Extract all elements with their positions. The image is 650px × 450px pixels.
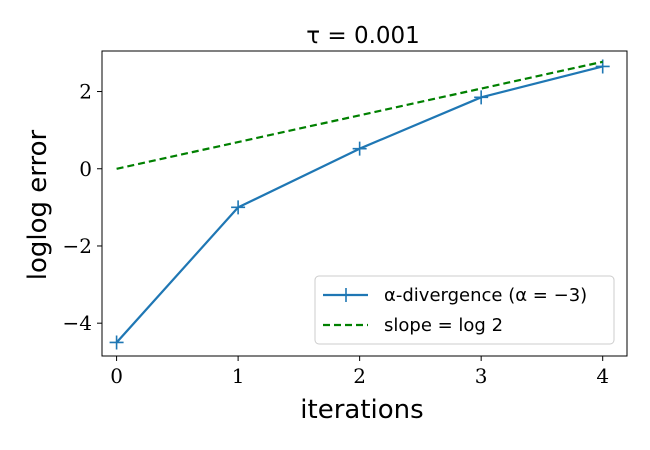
y-tick-label: −4 xyxy=(63,311,92,335)
series-line-1 xyxy=(116,60,603,170)
y-tick-label: −2 xyxy=(63,234,92,258)
legend-entry-label-0: α-divergence (α = −3) xyxy=(384,285,587,306)
y-tick-label: 2 xyxy=(79,80,92,104)
x-tick-label: 3 xyxy=(475,364,488,388)
plot-frame xyxy=(101,50,628,357)
legend: α-divergence (α = −3) slope = log 2 xyxy=(314,275,615,345)
x-tick-label: 4 xyxy=(596,364,609,388)
y-axis-label: loglog error xyxy=(23,129,53,280)
series-point-marker xyxy=(595,59,610,74)
y-tick-label: 0 xyxy=(79,157,92,181)
series-layer xyxy=(109,59,610,350)
chart-title: τ = 0.001 xyxy=(306,23,420,49)
legend-entry-label-1: slope = log 2 xyxy=(384,315,503,336)
x-axis: 0 1 2 3 4 xyxy=(110,356,609,388)
x-tick-label: 1 xyxy=(232,364,245,388)
legend-swatch-marker-0 xyxy=(339,288,353,302)
x-tick-label: 0 xyxy=(110,364,123,388)
legend-frame xyxy=(314,275,615,345)
series-point-marker xyxy=(352,141,367,156)
series-point-marker xyxy=(474,90,489,105)
x-tick-label: 2 xyxy=(353,364,366,388)
series-point-marker xyxy=(231,200,246,215)
x-axis-label: iterations xyxy=(300,395,423,425)
series-point-marker xyxy=(109,335,124,350)
y-axis: −4 −2 0 2 xyxy=(63,80,102,335)
plot-area xyxy=(101,50,628,357)
